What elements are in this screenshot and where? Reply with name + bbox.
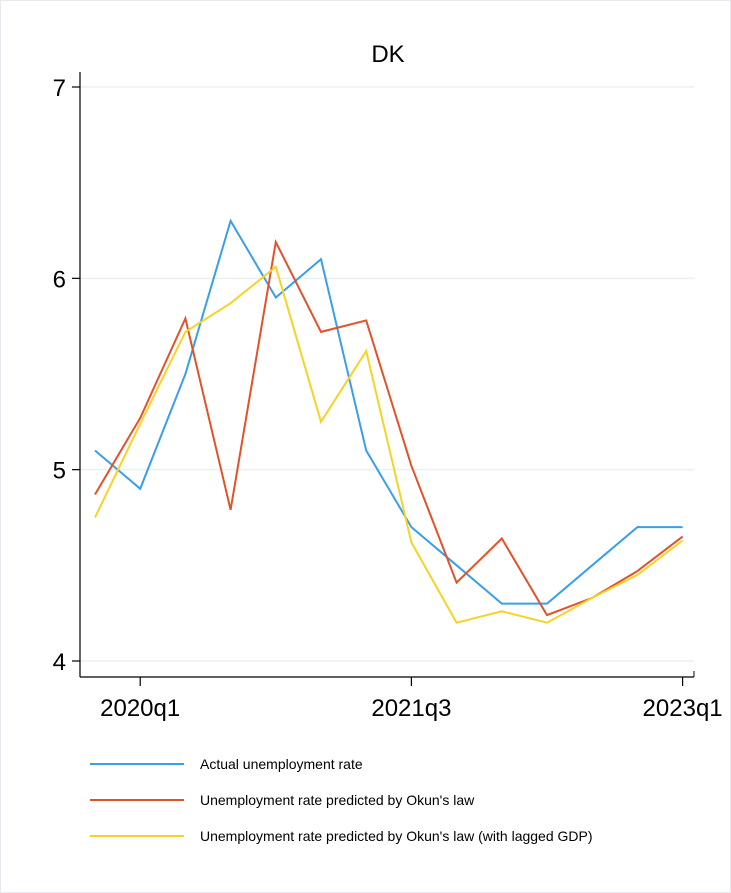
- chart-title: DK: [371, 41, 404, 68]
- x-tick-label-2021q3: 2021q3: [371, 695, 451, 722]
- y-tick-label-6: 6: [53, 266, 66, 293]
- series-line-3: [94, 265, 684, 624]
- legend-label-1: Actual unemployment rate: [200, 756, 363, 772]
- axes: 4 5 6 7 2020q1 2021q3 2023q1: [53, 72, 723, 722]
- x-tick-label-2023q1: 2023q1: [643, 695, 723, 722]
- y-tick-label-5: 5: [53, 458, 66, 485]
- y-tick-label-4: 4: [53, 649, 66, 676]
- legend-label-2: Unemployment rate predicted by Okun's la…: [200, 792, 475, 808]
- y-tick-label-7: 7: [53, 75, 66, 102]
- grid: [80, 86, 694, 662]
- series-line-2: [94, 238, 684, 617]
- legend-label-3: Unemployment rate predicted by Okun's la…: [200, 828, 593, 844]
- series-lines: [94, 218, 684, 624]
- x-tick-label-2020q1: 2020q1: [100, 695, 180, 722]
- legend: Actual unemployment rate Unemployment rat…: [90, 756, 593, 844]
